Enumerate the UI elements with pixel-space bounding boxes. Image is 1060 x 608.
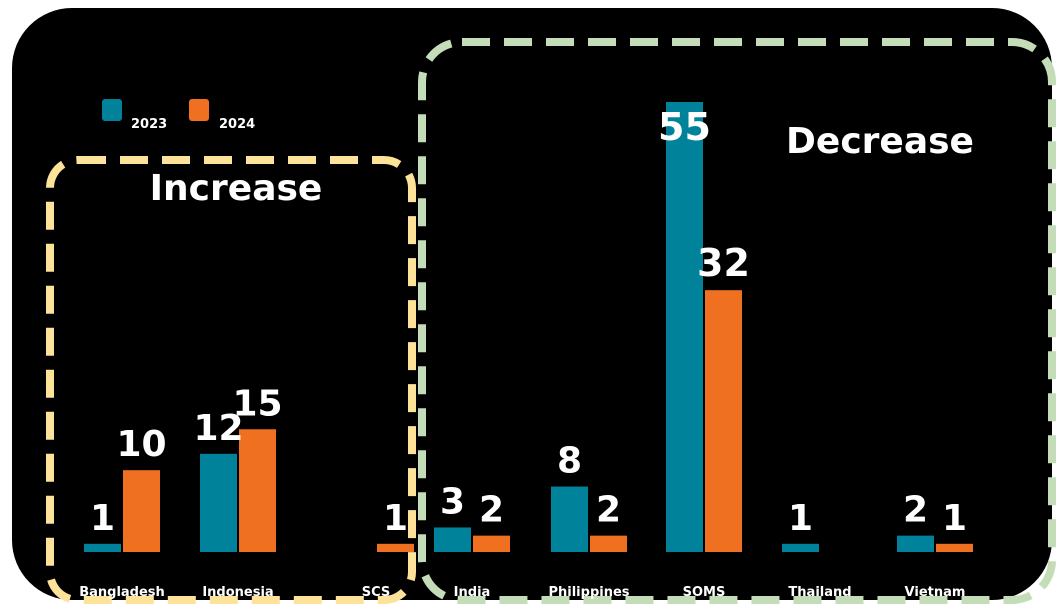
value-label-indonesia-2024: 15 <box>232 383 282 424</box>
bar-soms-2023 <box>666 102 703 552</box>
bar-thailand-2023 <box>782 543 819 552</box>
value-label-indonesia-2023: 12 <box>193 408 243 449</box>
category-label-vietnam: Vietnam <box>905 585 966 600</box>
bar-indonesia-2024 <box>239 429 276 552</box>
value-label-soms-2024: 32 <box>697 241 750 285</box>
category-label-soms: SOMS <box>683 585 726 600</box>
bar-philippines-2023 <box>551 486 588 552</box>
value-label-philippines-2023: 8 <box>557 441 582 482</box>
bar-bangladesh-2023 <box>84 543 121 552</box>
chart-panel <box>12 8 1052 600</box>
bar-soms-2024 <box>705 290 742 552</box>
category-label-bangladesh: Bangladesh <box>79 585 165 600</box>
value-label-india-2024: 2 <box>479 490 504 531</box>
bar-vietnam-2023 <box>897 535 934 552</box>
category-label-indonesia: Indonesia <box>202 585 273 600</box>
legend-swatch-2024 <box>189 99 209 121</box>
value-label-scs-2024: 1 <box>383 498 408 539</box>
increase-label: Increase <box>150 168 323 209</box>
legend: 2023 2024 <box>102 99 255 132</box>
legend-swatch-2023 <box>102 99 122 121</box>
bar-vietnam-2024 <box>936 543 973 552</box>
bar-indonesia-2023 <box>200 453 237 552</box>
value-label-india-2023: 3 <box>440 481 465 522</box>
bars-layer <box>84 102 973 552</box>
bar-india-2023 <box>434 527 471 552</box>
increase-group-box <box>46 156 416 604</box>
category-label-india: India <box>454 585 491 600</box>
legend-label-2024: 2024 <box>219 117 255 132</box>
decrease-label: Decrease <box>786 121 974 162</box>
bar-india-2024 <box>473 535 510 552</box>
value-label-philippines-2024: 2 <box>596 490 621 531</box>
category-labels-layer: Bangladesh Indonesia SCS India Philippines SO… <box>79 585 965 600</box>
value-label-thailand-2023: 1 <box>788 498 813 539</box>
value-label-vietnam-2023: 2 <box>903 490 928 531</box>
legend-label-2023: 2023 <box>131 117 167 132</box>
value-label-vietnam-2024: 1 <box>942 498 967 539</box>
category-label-philippines: Philippines <box>548 585 629 600</box>
bar-scs-2024 <box>377 543 414 552</box>
bar-philippines-2024 <box>590 535 627 552</box>
bar-bangladesh-2024 <box>123 470 160 552</box>
category-label-scs: SCS <box>362 585 391 600</box>
value-label-bangladesh-2024: 10 <box>116 424 166 465</box>
value-label-bangladesh-2023: 1 <box>90 498 115 539</box>
decrease-group-box <box>418 38 1056 604</box>
category-label-thailand: Thailand <box>788 585 851 600</box>
value-label-soms-2023: 55 <box>658 105 711 149</box>
